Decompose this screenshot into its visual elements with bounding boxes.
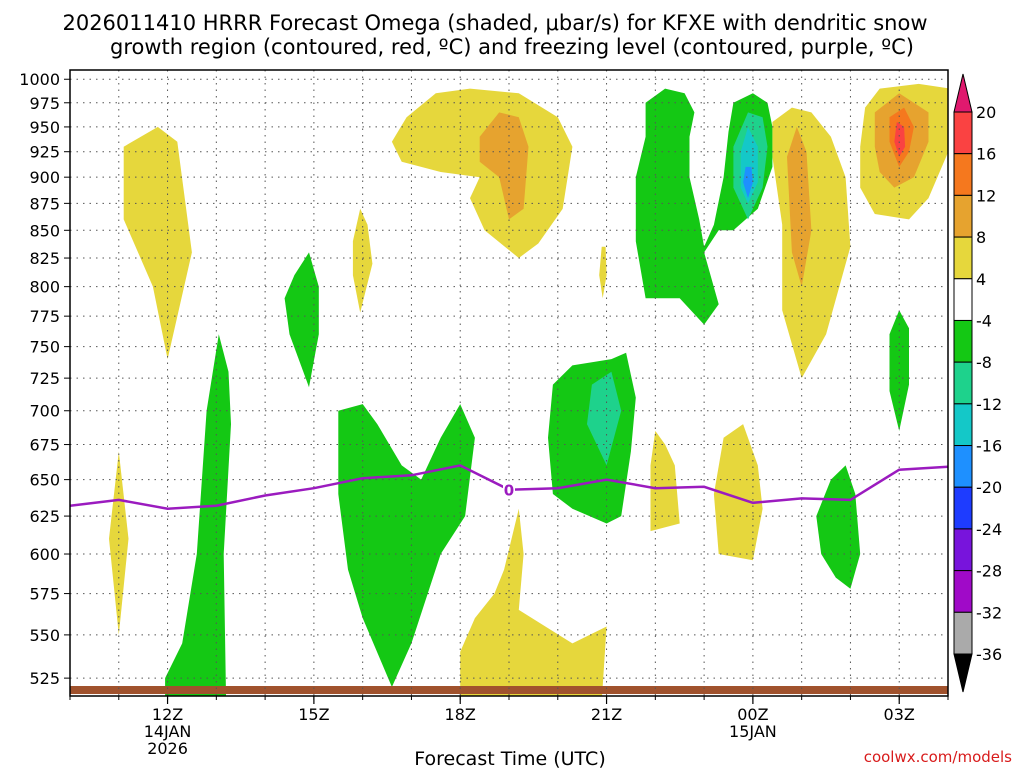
omega-region-3 [713, 424, 763, 561]
x-tick-date-00Z: 15JAN [729, 722, 777, 741]
y-tick-label-775: 775 [29, 307, 60, 326]
colorbar-label-16: 16 [976, 145, 996, 164]
y-tick-label-725: 725 [29, 369, 60, 388]
omega-region-18 [284, 252, 319, 388]
y-tick-label-975: 975 [29, 94, 60, 113]
colorbar-box-3 [953, 236, 973, 280]
y-tick-label-650: 650 [29, 471, 60, 490]
colorbar-box-10 [953, 528, 973, 572]
omega-region-6 [599, 246, 607, 299]
y-tick-label-600: 600 [29, 545, 60, 564]
colorbar-label--20: -20 [976, 478, 1002, 497]
colorbar-label--28: -28 [976, 562, 1002, 581]
colorbar-label--32: -32 [976, 603, 1002, 622]
omega-region-8 [772, 107, 851, 379]
y-tick-label-525: 525 [29, 669, 60, 688]
x-tick-year-12Z: 2026 [147, 739, 188, 758]
omega-region-10 [479, 112, 529, 220]
omega-region-22 [587, 371, 622, 466]
colorbar-label-20: 20 [976, 103, 996, 122]
omega-region-15 [165, 334, 231, 696]
colorbar-box-0 [953, 111, 973, 155]
x-axis-label: Forecast Time (UTC) [414, 748, 605, 768]
y-tick-label-900: 900 [29, 168, 60, 187]
colorbar-box-1 [953, 153, 973, 196]
y-tick-label-675: 675 [29, 436, 60, 455]
omega-region-16 [338, 404, 475, 687]
chart-title-line-2: growth region (contoured, red, ºC) and f… [110, 35, 914, 59]
y-tick-label-925: 925 [29, 143, 60, 162]
omega-shading [109, 83, 948, 696]
y-tick-label-800: 800 [29, 278, 60, 297]
colorbar-box-5 [953, 319, 973, 363]
colorbar-box-8 [953, 445, 973, 488]
colorbar-label-8: 8 [976, 228, 986, 247]
x-tick-label-12Z: 12Z [152, 705, 183, 724]
colorbar-label-4: 4 [976, 270, 986, 289]
y-tick-label-700: 700 [29, 402, 60, 421]
omega-region-25 [743, 166, 753, 199]
y-tick-label-625: 625 [29, 507, 60, 526]
x-tick-label-21Z: 21Z [591, 705, 622, 724]
freezing-label-bg [503, 480, 515, 498]
x-tick-label-00Z: 00Z [737, 705, 768, 724]
omega-region-1 [460, 508, 607, 696]
omega-region-14 [894, 122, 906, 157]
x-tick-label-03Z: 03Z [884, 705, 915, 724]
omega-region-0 [109, 451, 129, 635]
y-tick-label-575: 575 [29, 585, 60, 604]
colorbar-label--8: -8 [976, 353, 992, 372]
omega-region-11 [787, 126, 812, 287]
colorbar-label--16: -16 [976, 437, 1002, 456]
y-tick-label-950: 950 [29, 118, 60, 137]
colorbar-box-2 [953, 194, 973, 238]
chart-title-line-1: 2026011410 HRRR Forecast Omega (shaded, … [62, 11, 927, 35]
x-tick-date-12Z: 14JAN [144, 722, 192, 741]
y-tick-label-550: 550 [29, 626, 60, 645]
colorbar-label--12: -12 [976, 395, 1002, 414]
y-axis: 525 550 575 600 625 650 675 700 725 750 775 800 825 8… [19, 70, 70, 688]
colorbar-box-4 [953, 278, 973, 321]
colorbar-legend: 20 16 12 8 4 -4 -8 -12 -16 -20 -24 -28 -32 -36 [953, 73, 1002, 693]
colorbar-bottom-arrow [953, 653, 973, 693]
omega-region-7 [391, 88, 573, 258]
colorbar-box-12 [953, 611, 973, 655]
omega-region-20 [889, 310, 909, 431]
colorbar-box-11 [953, 570, 973, 613]
y-tick-label-825: 825 [29, 249, 60, 268]
colorbar-label--4: -4 [976, 311, 992, 330]
colorbar-box-7 [953, 403, 973, 447]
y-tick-label-1000: 1000 [19, 70, 60, 89]
omega-region-4 [123, 126, 192, 360]
colorbar-label-12: 12 [976, 186, 996, 205]
colorbar-box-9 [953, 486, 973, 530]
colorbar-top-arrow [953, 73, 973, 113]
omega-region-2 [650, 430, 680, 532]
site-credit: coolwx.com/models [864, 748, 1012, 766]
colorbar-box-6 [953, 361, 973, 405]
omega-region-19 [816, 465, 861, 589]
x-tick-label-15Z: 15Z [298, 705, 329, 724]
y-tick-label-850: 850 [29, 221, 60, 240]
ground-surface [70, 686, 948, 694]
freezing-level-contour: 0 [70, 464, 948, 510]
x-tick-label-18Z: 18Z [445, 705, 476, 724]
freezing-level-label: 0 [504, 482, 514, 500]
colorbar-label--24: -24 [976, 520, 1002, 539]
colorbar-label--36: -36 [976, 645, 1002, 664]
y-tick-label-875: 875 [29, 194, 60, 213]
omega-region-5 [352, 208, 373, 313]
y-tick-label-750: 750 [29, 338, 60, 357]
